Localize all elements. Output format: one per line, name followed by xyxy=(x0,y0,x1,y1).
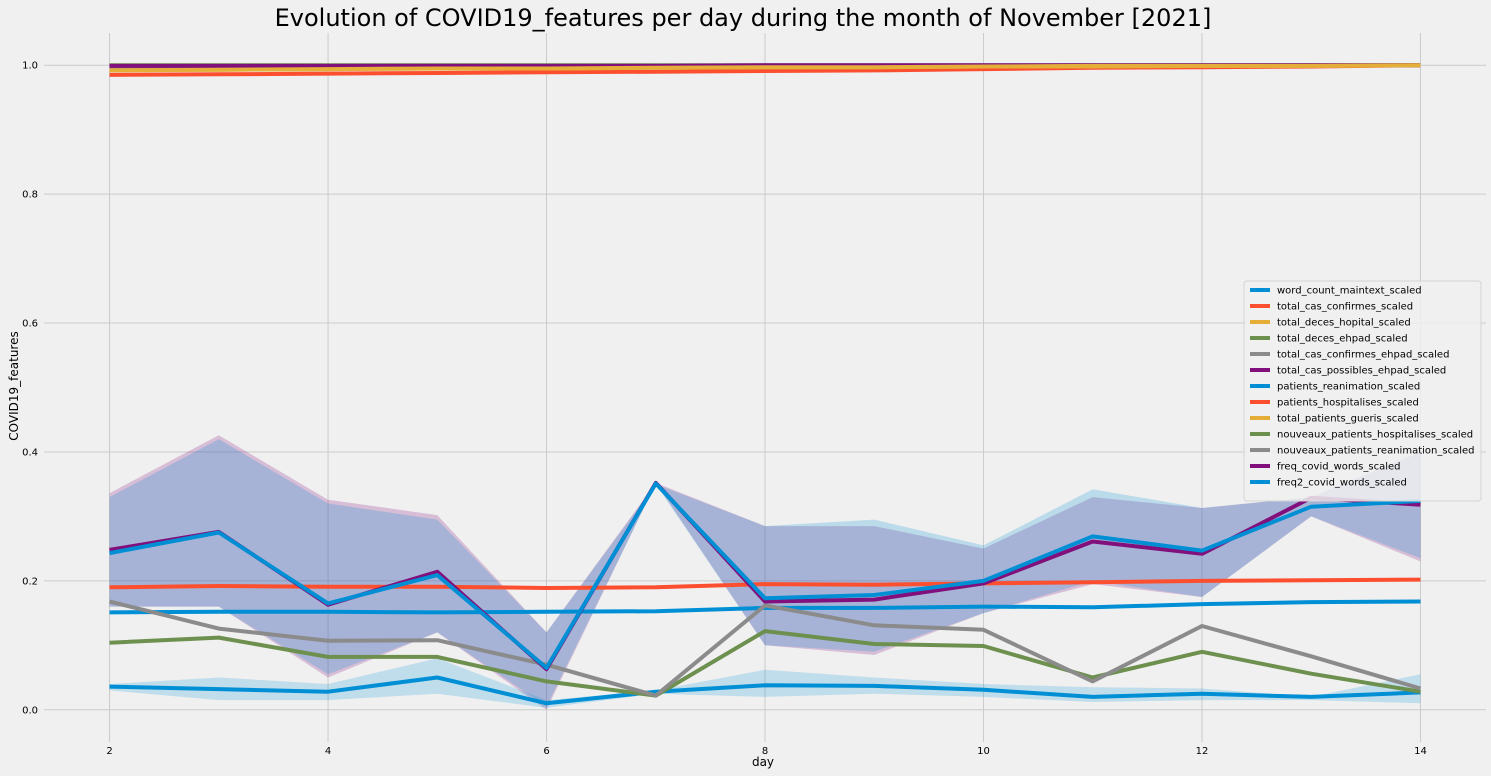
series-line-patients_hospitalises_scaled xyxy=(109,577,1421,590)
y-tick-label-0.4: 0.4 xyxy=(22,447,38,458)
y-tick-label-0: 0.0 xyxy=(22,705,38,716)
x-tick-label-12: 12 xyxy=(1196,746,1209,757)
legend: word_count_maintext_scaled total_cas_conf… xyxy=(1243,280,1482,502)
series-lines xyxy=(109,63,1422,706)
legend-entry-patients_hospitalises_scaled: patients_hospitalises_scaled xyxy=(1277,398,1419,409)
series-line-nouveaux_patients_reanimation_scaled xyxy=(109,599,1422,698)
y-tick-label-0.6: 0.6 xyxy=(22,319,38,330)
legend-entry-total_deces_hopital_scaled: total_deces_hopital_scaled xyxy=(1277,318,1411,329)
legend-entry-total_cas_possibles_ehpad_scaled: total_cas_possibles_ehpad_scaled xyxy=(1277,366,1446,377)
x-tick-label-14: 14 xyxy=(1414,746,1427,757)
band-freq2_covid_words_scaled xyxy=(109,439,1421,707)
x-tick-label-10: 10 xyxy=(977,746,990,757)
legend-entry-nouveaux_patients_hospitalises_scaled: nouveaux_patients_hospitalises_scaled xyxy=(1277,430,1473,441)
legend-entry-total_cas_confirmes_scaled: total_cas_confirmes_scaled xyxy=(1277,302,1413,313)
series-line-freq2_covid_words_scaled xyxy=(109,481,1421,670)
series-line-nouveaux_patients_hospitalises_scaled xyxy=(109,629,1421,698)
chart-title: Evolution of COVID19_features per day du… xyxy=(275,4,1212,32)
y-tick-label-0.8: 0.8 xyxy=(22,190,38,201)
series-line-word_count_maintext_scaled xyxy=(109,675,1421,706)
x-tick-label-8: 8 xyxy=(762,746,768,757)
y-tick-label-1: 1.0 xyxy=(22,61,38,72)
series-line-total_patients_gueris_scaled xyxy=(109,63,1421,73)
band-freq_covid_words_scaled xyxy=(109,435,1421,710)
legend-entry-total_patients_gueris_scaled: total_patients_gueris_scaled xyxy=(1277,414,1419,425)
x-tick-label-4: 4 xyxy=(325,746,331,757)
y-axis-label: COVID19_features xyxy=(7,331,21,440)
legend-entry-patients_reanimation_scaled: patients_reanimation_scaled xyxy=(1277,382,1420,393)
legend-entry-freq2_covid_words_scaled: freq2_covid_words_scaled xyxy=(1277,478,1407,489)
x-tick-label-6: 6 xyxy=(543,746,549,757)
legend-entry-total_deces_ehpad_scaled: total_deces_ehpad_scaled xyxy=(1277,334,1408,345)
y-tick-label-0.2: 0.2 xyxy=(22,576,38,587)
legend-entry-freq_covid_words_scaled: freq_covid_words_scaled xyxy=(1277,462,1400,473)
legend-entry-nouveaux_patients_reanimation_scaled: nouveaux_patients_reanimation_scaled xyxy=(1277,446,1474,457)
legend-entry-word_count_maintext_scaled: word_count_maintext_scaled xyxy=(1277,286,1422,297)
legend-entry-total_cas_confirmes_ehpad_scaled: total_cas_confirmes_ehpad_scaled xyxy=(1277,350,1449,361)
x-axis-ticks: 2 4 6 8 10 12 14 xyxy=(106,746,1426,757)
legend-box xyxy=(1243,280,1482,502)
y-axis-ticks: 0.0 0.2 0.4 0.6 0.8 1.0 xyxy=(22,61,38,717)
x-tick-label-2: 2 xyxy=(106,746,112,757)
x-axis-label: day xyxy=(752,755,774,769)
